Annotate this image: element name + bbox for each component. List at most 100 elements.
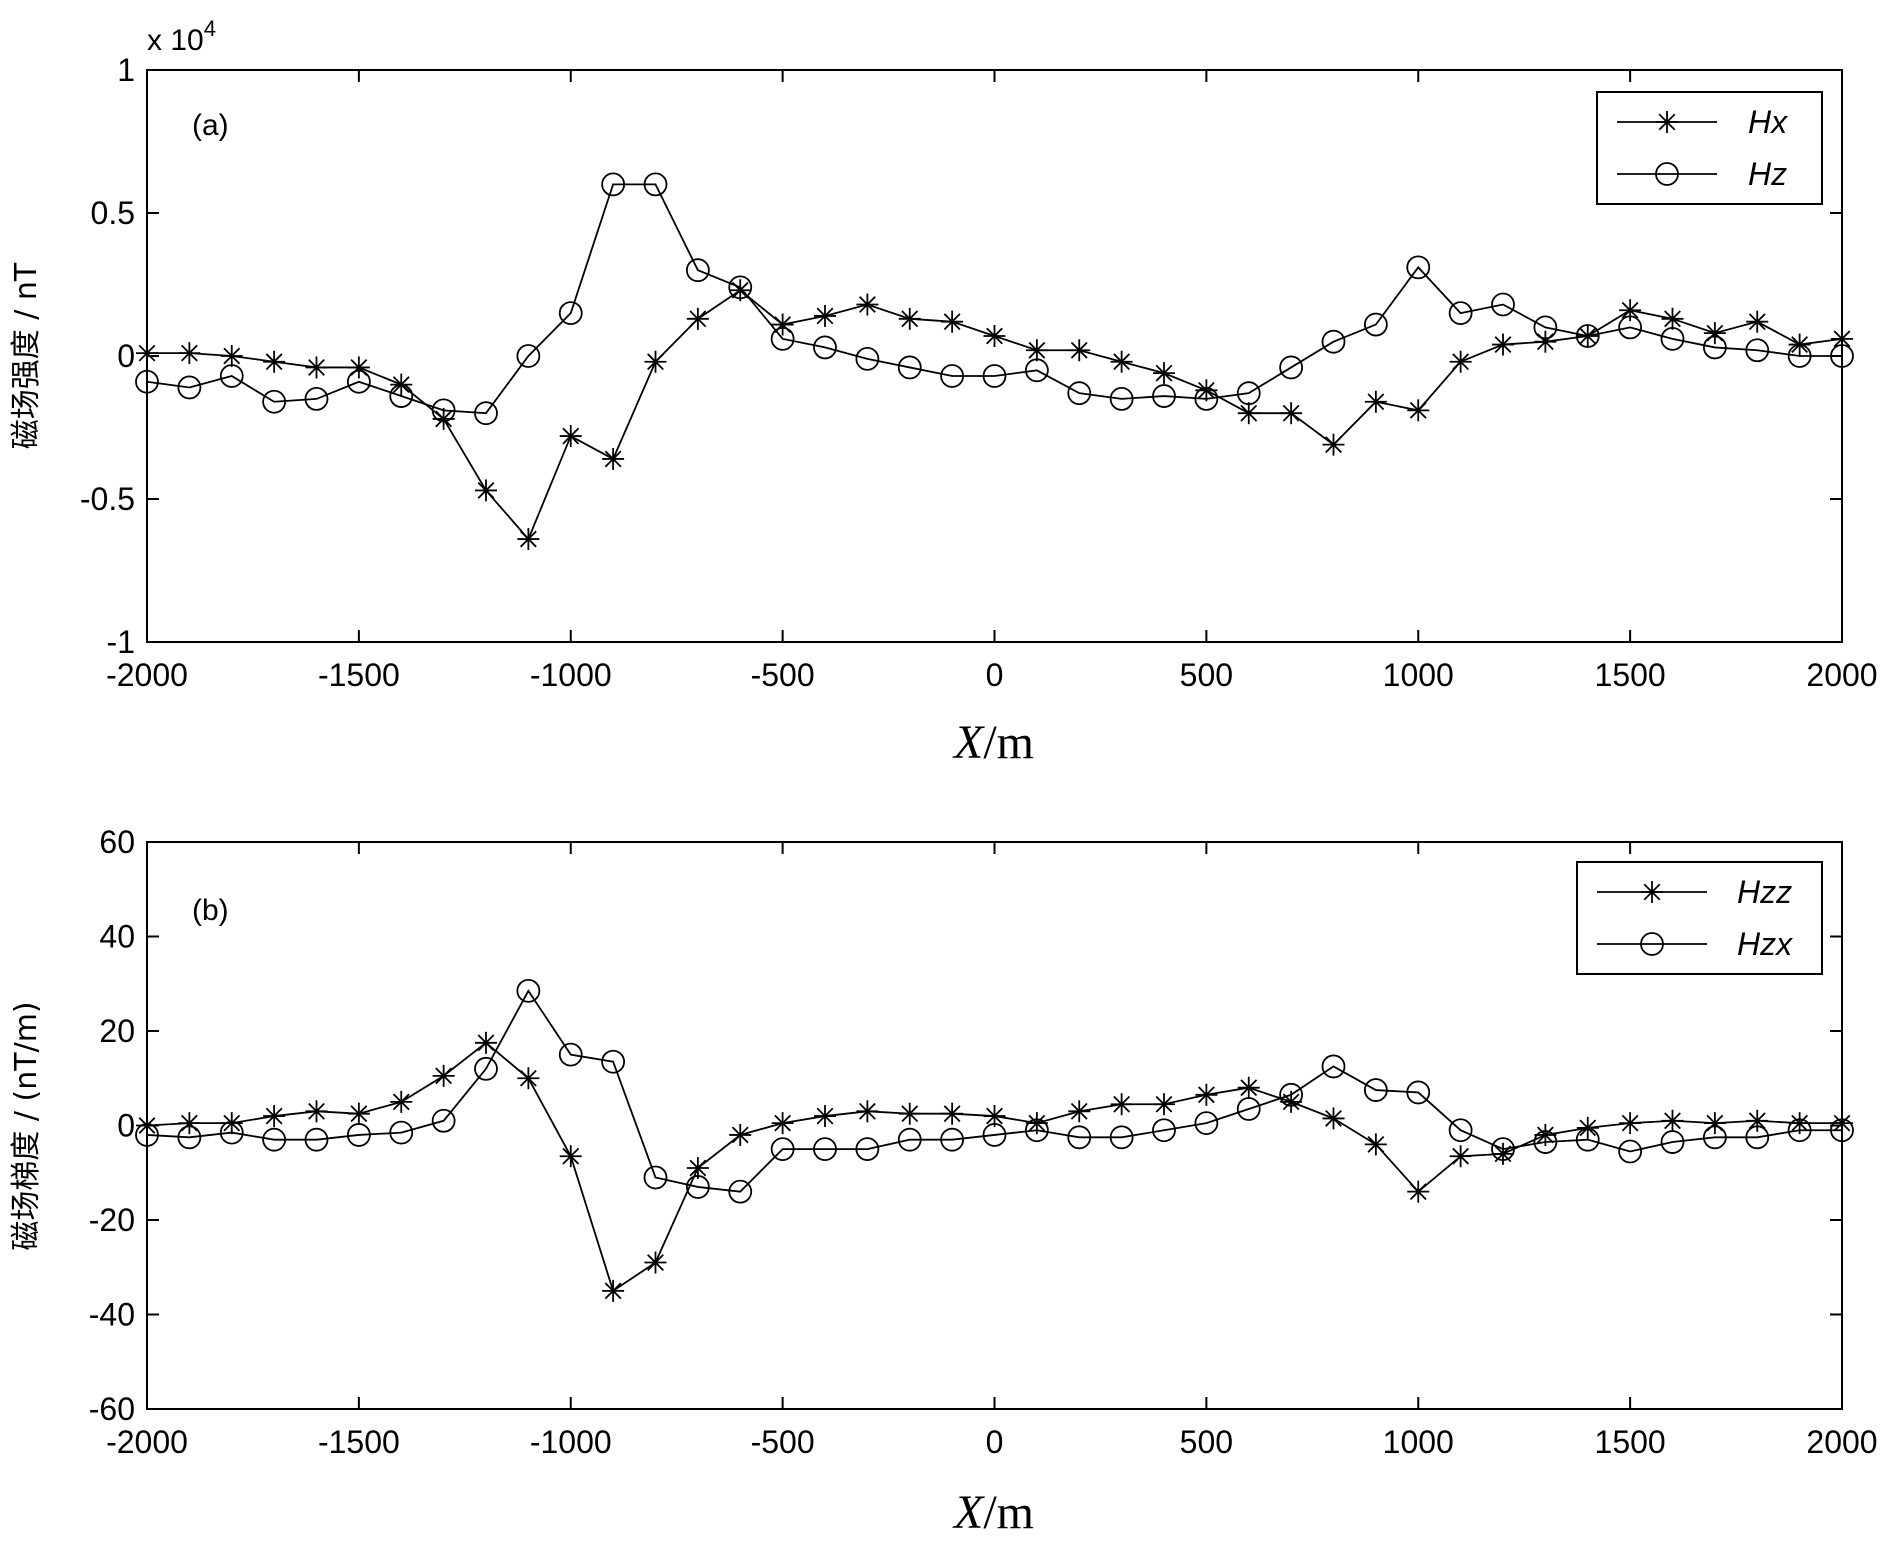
point-hx (644, 350, 667, 373)
panel-a-legend-hz-label: Hz (1748, 156, 1787, 192)
point-hx (1492, 333, 1514, 356)
point-hzx (135, 1123, 159, 1147)
x-tick-label: -2000 (106, 657, 188, 693)
point-hz (1618, 315, 1643, 340)
point-hz (135, 369, 159, 394)
x-tick-label: 500 (1180, 657, 1233, 693)
point-hz (1787, 344, 1812, 368)
point-hx (1576, 324, 1599, 347)
point-hzx (1448, 1118, 1473, 1143)
point-hz (685, 258, 710, 283)
point-hx (1661, 307, 1684, 330)
point-hz (1363, 312, 1388, 337)
point-hz (1067, 381, 1092, 406)
point-hzx (1279, 1082, 1304, 1107)
point-hx (814, 304, 836, 327)
point-hz (1194, 386, 1219, 411)
point-hzx (728, 1179, 753, 1204)
x-tick-label: -1000 (530, 657, 612, 693)
point-hzz (1449, 1145, 1472, 1168)
point-hx (602, 447, 625, 470)
point-hx (1449, 350, 1472, 373)
point-hzx (177, 1125, 202, 1150)
point-hzx (1830, 1118, 1854, 1143)
y-tick-label: -60 (89, 1391, 135, 1427)
point-hz (1660, 326, 1685, 351)
point-hzx (685, 1175, 710, 1199)
point-hx (263, 350, 286, 373)
point-hzx (940, 1127, 965, 1152)
point-hzx (1109, 1125, 1134, 1150)
x-tick-label: -2000 (106, 1424, 188, 1460)
point-hzx (1321, 1054, 1346, 1079)
point-hzx (558, 1042, 583, 1067)
panel-b-legend-hzx-label: Hzx (1737, 926, 1793, 962)
point-hx (1831, 327, 1853, 350)
point-hx (517, 528, 540, 551)
point-hzx (1363, 1078, 1388, 1102)
point-hzx (813, 1137, 837, 1162)
point-hzz (1237, 1076, 1260, 1099)
x-tick-label: 2000 (1806, 1424, 1877, 1460)
panel-a-legend-hx-marker (1656, 111, 1678, 133)
point-hzx (1236, 1097, 1261, 1121)
point-hzx (982, 1123, 1007, 1147)
point-hzz (602, 1279, 625, 1302)
panel-b-legend-hzx-marker (1640, 932, 1664, 956)
point-hz (431, 398, 456, 423)
point-hz (813, 335, 837, 360)
point-hx (856, 293, 879, 316)
point-hzx (1533, 1130, 1558, 1154)
y-tick-label: -40 (89, 1297, 135, 1333)
point-hzz (1492, 1142, 1514, 1165)
point-hz (474, 401, 498, 426)
point-hz (1533, 315, 1558, 340)
point-hzz (1364, 1133, 1387, 1156)
panel-b-xlabel: X/m (952, 1486, 1034, 1539)
y-tick-label: 40 (99, 919, 135, 955)
x-tick-label: -500 (751, 1424, 815, 1460)
panel-a-ylabel: 磁场强度 / nT (9, 262, 44, 449)
panel-b-legend-hzz-marker (1641, 881, 1663, 903)
point-hz (1024, 358, 1049, 383)
point-hx (475, 479, 497, 502)
point-hz (1406, 255, 1431, 280)
point-hzx (1024, 1118, 1049, 1143)
point-hx (1619, 299, 1642, 322)
panel-b-label: (b) (192, 894, 229, 927)
point-hz (601, 172, 626, 197)
point-hzz (814, 1105, 836, 1128)
point-hz (1491, 292, 1515, 317)
x-tick-label: 1500 (1595, 657, 1666, 693)
point-hzz (941, 1102, 964, 1125)
point-hx (1110, 350, 1133, 373)
point-hzz (1746, 1109, 1769, 1132)
point-hz (219, 364, 244, 388)
point-hzz (220, 1112, 243, 1135)
series-line-hzz (146, 1041, 1842, 1293)
x-tick-label: 1500 (1595, 1424, 1666, 1460)
point-hzz (1280, 1090, 1303, 1113)
point-hzz (1322, 1107, 1345, 1130)
point-hzx (474, 1056, 498, 1081)
point-hzx (601, 1049, 626, 1074)
point-hzz (644, 1251, 667, 1274)
point-hzx (897, 1127, 922, 1152)
x-tick-label: 0 (986, 1424, 1004, 1460)
panel-a-legend-hz-marker (1655, 162, 1679, 186)
point-hzx (1152, 1118, 1176, 1143)
y-tick-label: -0.5 (80, 481, 135, 517)
point-hzz (1619, 1112, 1642, 1135)
point-hzx (1787, 1118, 1812, 1143)
point-hz (1702, 335, 1727, 360)
point-hx (220, 345, 243, 367)
panel-b-ylabel: 磁场梯度 / (nT/m) (9, 1001, 44, 1250)
y-tick-label: 0.5 (91, 195, 135, 231)
point-hx (686, 307, 709, 330)
panel-a-legend-box (1596, 91, 1823, 205)
point-hzx (1575, 1127, 1600, 1152)
point-hzz (1195, 1083, 1218, 1106)
point-hx (1068, 339, 1091, 362)
panel-a-xlabel-var: X (952, 716, 985, 769)
